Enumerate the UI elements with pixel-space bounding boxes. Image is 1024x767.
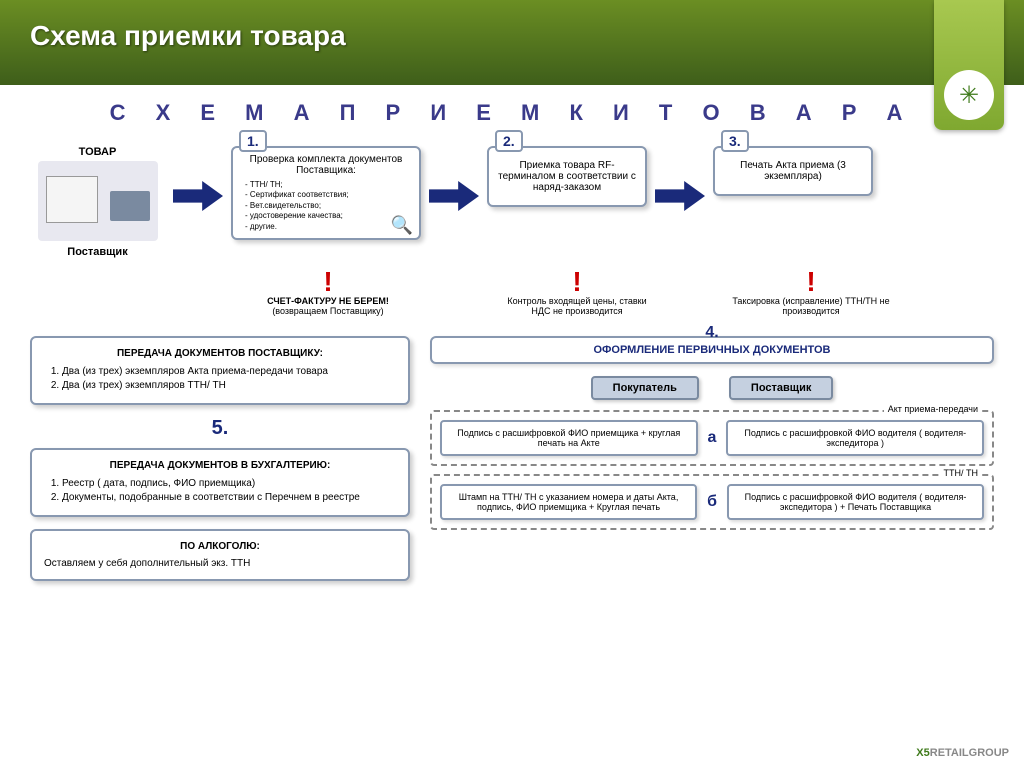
supplier-label: Поставщик	[30, 246, 165, 258]
flow-row: ТОВАР Поставщик 1. Проверка комплекта до…	[30, 146, 994, 258]
party-supplier: Поставщик	[729, 376, 833, 400]
doc-box-title: ПО АЛКОГОЛЮ:	[44, 541, 396, 552]
sig-a-left: Подпись с расшифровкой ФИО приемщика + к…	[440, 420, 698, 456]
arrow-icon	[173, 176, 223, 216]
step-1-item: другие.	[245, 222, 411, 232]
alert-1: ! СЧЕТ-ФАКТУРУ НЕ БЕРЕМ!(возвращаем Пост…	[233, 268, 423, 316]
doc-box-item: Документы, подобранные в соответствии с …	[62, 491, 396, 505]
doc-box-item: Два (из трех) экземпляров Акта приема-пе…	[62, 365, 396, 379]
product-label: ТОВАР	[30, 146, 165, 158]
alert-1-sub: (возвращаем Поставщику)	[272, 306, 383, 316]
right-column: 4. ОФОРМЛЕНИЕ ПЕРВИЧНЫХ ДОКУМЕНТОВ Покуп…	[430, 336, 994, 593]
arrow-icon	[429, 176, 479, 216]
step-1-item: ТТН/ ТН;	[245, 180, 411, 190]
step-2-text: Приемка товара RF-терминалом в соответст…	[497, 160, 637, 193]
ribbon-bookmark: ✳	[934, 0, 1004, 130]
alert-3: ! Таксировка (исправление) ТТН/ТН не про…	[731, 268, 891, 316]
group-a-letter: а	[708, 429, 717, 447]
supplier-block: ТОВАР Поставщик	[30, 146, 165, 258]
party-row: Покупатель Поставщик	[430, 376, 994, 400]
step-3-box: 3. Печать Акта приема (3 экземпляра)	[713, 146, 873, 196]
diagram-title: С Х Е М А П Р И Е М К И Т О В А Р А	[30, 100, 994, 126]
doc-box-supplier: ПЕРЕДАЧА ДОКУМЕНТОВ ПОСТАВЩИКУ: Два (из …	[30, 336, 410, 405]
footer-x5: X5	[916, 747, 929, 759]
group-a-label: Акт приема-передачи	[884, 404, 982, 414]
doc-box-item: Два (из трех) экземпляров ТТН/ ТН	[62, 379, 396, 393]
footer-brand: X5RETAILGROUP	[916, 747, 1009, 759]
alert-3-text: Таксировка (исправление) ТТН/ТН не произ…	[731, 296, 891, 316]
group-a: Акт приема-передачи Подпись с расшифровк…	[430, 410, 994, 466]
brand-logo-icon: ✳	[944, 70, 994, 120]
doc-box-title: ПЕРЕДАЧА ДОКУМЕНТОВ В БУХГАЛТЕРИЮ:	[44, 460, 396, 471]
doc-box-alcohol: ПО АЛКОГОЛЮ: Оставляем у себя дополнител…	[30, 529, 410, 581]
doc-box-accounting: ПЕРЕДАЧА ДОКУМЕНТОВ В БУХГАЛТЕРИЮ: Реест…	[30, 448, 410, 517]
content-area: С Х Е М А П Р И Е М К И Т О В А Р А ТОВА…	[0, 85, 1024, 608]
doc-box-text: Оставляем у себя дополнительный экз. ТТН	[44, 558, 396, 569]
sig-b-left: Штамп на ТТН/ ТН с указанием номера и да…	[440, 484, 697, 520]
step-4-number: 4.	[705, 324, 718, 342]
page-title: Схема приемки товара	[30, 20, 994, 52]
group-b-letter: б	[707, 493, 717, 511]
sig-a-right: Подпись с расшифровкой ФИО водителя ( во…	[726, 420, 984, 456]
group-b: ТТН/ ТН Штамп на ТТН/ ТН с указанием ном…	[430, 474, 994, 530]
step-1-title: Проверка комплекта документов Поставщика…	[241, 154, 411, 176]
arrow-icon	[655, 176, 705, 216]
doc-box-title: ПЕРЕДАЧА ДОКУМЕНТОВ ПОСТАВЩИКУ:	[44, 348, 396, 359]
step-1-item: удостоверение качества;	[245, 211, 411, 221]
step-1-list: ТТН/ ТН; Сертификат соответствия; Вет.св…	[241, 180, 411, 232]
truck-icon	[38, 161, 158, 241]
footer-rest: RETAILGROUP	[930, 747, 1009, 759]
step-1-item: Сертификат соответствия;	[245, 190, 411, 200]
step-1-number: 1.	[239, 130, 267, 152]
party-buyer: Покупатель	[591, 376, 699, 400]
exclamation-icon: !	[233, 268, 423, 296]
alert-2: ! Контроль входящей цены, ставки НДС не …	[497, 268, 657, 316]
alert-1-bold: СЧЕТ-ФАКТУРУ НЕ БЕРЕМ!	[267, 296, 389, 306]
step-3-number: 3.	[721, 130, 749, 152]
step-1-box: 1. Проверка комплекта документов Поставщ…	[231, 146, 421, 240]
step-2-box: 2. Приемка товара RF-терминалом в соотве…	[487, 146, 647, 207]
lower-section: ПЕРЕДАЧА ДОКУМЕНТОВ ПОСТАВЩИКУ: Два (из …	[30, 336, 994, 593]
step-4-header: 4. ОФОРМЛЕНИЕ ПЕРВИЧНЫХ ДОКУМЕНТОВ	[430, 336, 994, 364]
magnifier-icon: 🔍	[391, 215, 413, 236]
step-5-number: 5.	[30, 417, 410, 440]
exclamation-icon: !	[731, 268, 891, 296]
step-2-number: 2.	[495, 130, 523, 152]
step-1-item: Вет.свидетельство;	[245, 201, 411, 211]
alert-row: ! СЧЕТ-ФАКТУРУ НЕ БЕРЕМ!(возвращаем Пост…	[30, 268, 994, 316]
group-b-label: ТТН/ ТН	[940, 468, 983, 478]
step-3-text: Печать Акта приема (3 экземпляра)	[723, 160, 863, 182]
exclamation-icon: !	[497, 268, 657, 296]
step-4-title: ОФОРМЛЕНИЕ ПЕРВИЧНЫХ ДОКУМЕНТОВ	[438, 344, 986, 356]
sig-b-right: Подпись с расшифровкой ФИО водителя ( во…	[727, 484, 984, 520]
alert-2-text: Контроль входящей цены, ставки НДС не пр…	[497, 296, 657, 316]
header-bar: Схема приемки товара	[0, 0, 1024, 85]
left-column: ПЕРЕДАЧА ДОКУМЕНТОВ ПОСТАВЩИКУ: Два (из …	[30, 336, 410, 593]
doc-box-item: Реестр ( дата, подпись, ФИО приемщика)	[62, 477, 396, 491]
